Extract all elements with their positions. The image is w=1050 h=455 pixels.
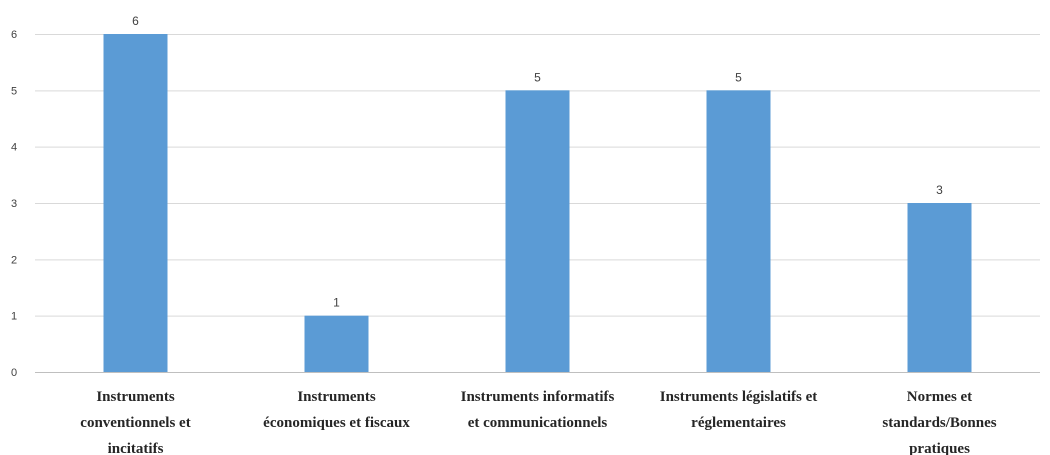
category-label: Instruments informatifs et communicationn… [461,389,615,431]
category-label: Instruments économiques et fiscaux [263,389,410,431]
category-label: Instruments conventionnels et incitatifs [80,389,190,455]
bar [103,34,168,372]
data-label: 1 [333,296,340,310]
y-tick-label: 6 [11,29,17,41]
bar [907,203,972,372]
bar [505,90,570,372]
category-labels: Instruments conventionnels et incitatifs In… [80,389,996,455]
y-tick-label: 5 [11,85,17,97]
data-label: 3 [936,183,943,197]
category-label: Instruments législatifs et réglementaires [660,389,818,431]
y-tick-label: 1 [11,311,17,323]
y-axis-ticks: 0 1 2 3 4 5 6 [11,29,17,379]
y-tick-label: 2 [11,254,17,266]
category-label: Normes et standards/Bonnes pratiques [882,389,996,455]
bar [706,90,771,372]
data-label: 6 [132,14,139,28]
data-label: 5 [735,70,742,84]
data-labels: 6 1 5 5 3 [132,14,943,310]
data-label: 5 [534,70,541,84]
bars [103,34,972,372]
bar [304,315,369,372]
y-tick-label: 4 [11,142,17,154]
y-tick-label: 0 [11,367,17,379]
y-tick-label: 3 [11,198,17,210]
